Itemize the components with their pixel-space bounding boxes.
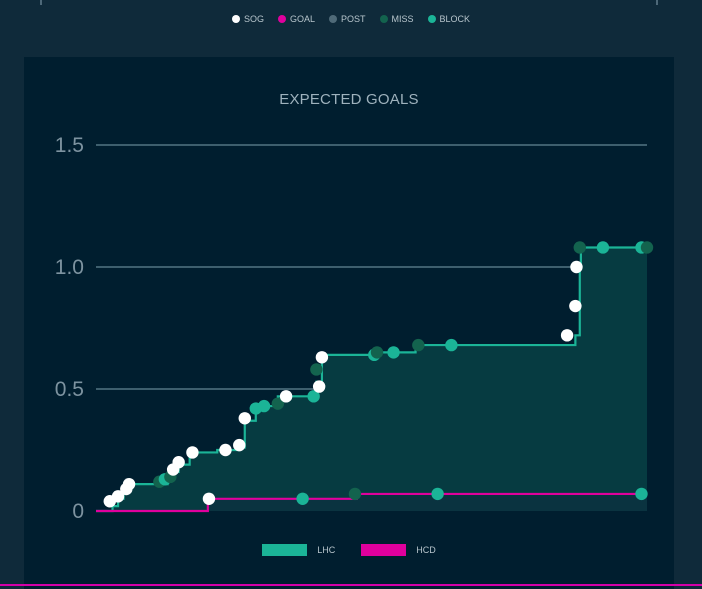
- legend-item-sog: SOG: [231, 14, 264, 24]
- shot-point-lhc-sog-8: [172, 456, 185, 469]
- expected-goals-panel: EXPECTED GOALS 1.5 1.0 0.5 0 LHC HCD: [24, 57, 674, 589]
- shot-point-lhc-miss-18: [310, 363, 323, 376]
- shot-point-lhc-block-23: [387, 346, 400, 359]
- shot-point-lhc-block-17: [307, 390, 320, 403]
- top-divider-right: [656, 0, 658, 5]
- series-area-lhc: [96, 247, 647, 512]
- chart-title: EXPECTED GOALS: [279, 91, 419, 108]
- y-tick-label-0: 1.5: [55, 134, 84, 157]
- area-layer: [96, 247, 647, 512]
- shot-points-layer: [103, 241, 654, 508]
- y-tick-label-2: 0.5: [55, 378, 84, 401]
- shot-point-lhc-block-30: [596, 241, 610, 254]
- shot-point-lhc-miss-22: [370, 346, 384, 359]
- shot-point-lhc-sog-3: [122, 477, 136, 491]
- shot-point-lhc-block-14: [257, 399, 271, 413]
- shot-point-lhc-sog-11: [233, 438, 246, 452]
- shot-point-lhc-miss-24: [412, 338, 425, 352]
- team-legend: LHC HCD: [24, 544, 674, 556]
- goal-dot-icon: [277, 15, 286, 23]
- legend-item-hcd: HCD: [361, 544, 436, 556]
- post-dot-icon: [328, 15, 337, 23]
- lhc-swatch-icon: [262, 544, 308, 556]
- shot-point-lhc-sog-1: [111, 490, 125, 503]
- legend-item-block: BLOCK: [427, 14, 471, 24]
- grid-layer: 1.5 1.0 0.5 0: [55, 134, 647, 523]
- shot-point-lhc-miss-29: [573, 241, 586, 254]
- sog-dot-icon: [231, 15, 240, 23]
- bottom-accent-line: [0, 584, 702, 586]
- shot-point-lhc-sog-27: [569, 299, 582, 313]
- shot-point-hcd-block-3: [431, 487, 444, 501]
- top-divider-left: [40, 0, 42, 5]
- legend-label-lhc: LHC: [317, 545, 336, 555]
- shot-point-lhc-miss-15: [271, 397, 285, 410]
- shot-point-hcd-miss-2: [348, 487, 362, 501]
- legend-label-hcd: HCD: [416, 545, 436, 555]
- legend-item-goal: GOAL: [277, 14, 315, 24]
- legend-item-miss: MISS: [379, 14, 414, 24]
- legend-label-miss: MISS: [391, 14, 414, 24]
- legend-item-post: POST: [328, 14, 366, 24]
- block-dot-icon: [427, 15, 436, 23]
- miss-dot-icon: [379, 15, 388, 23]
- shot-point-lhc-sog-26: [560, 329, 574, 342]
- legend-label-goal: GOAL: [289, 14, 315, 24]
- shot-point-lhc-miss-32: [640, 241, 654, 254]
- shot-point-hcd-sog-0: [202, 492, 216, 505]
- series-area-hcd: [96, 493, 647, 511]
- y-tick-label-3: 0: [72, 500, 84, 523]
- shot-point-lhc-sog-16: [279, 390, 293, 403]
- expected-goals-chart: 1.5 1.0 0.5 0: [55, 134, 654, 523]
- legend-label-block: BLOCK: [439, 14, 471, 24]
- y-tick-label-1: 1.0: [55, 256, 84, 279]
- shot-point-lhc-sog-10: [219, 443, 232, 457]
- legend-label-sog: SOG: [243, 14, 264, 24]
- hcd-swatch-icon: [361, 544, 407, 556]
- shot-point-hcd-block-4: [635, 487, 648, 501]
- legend-label-post: POST: [340, 14, 366, 24]
- shot-type-legend: SOG GOAL POST MISS BLOCK: [0, 14, 702, 24]
- shot-point-hcd-block-1: [296, 492, 309, 505]
- shot-point-lhc-sog-9: [186, 446, 199, 459]
- shot-point-lhc-block-25: [445, 338, 458, 352]
- shot-point-lhc-sog-12: [238, 412, 251, 425]
- shot-point-lhc-sog-19: [312, 380, 326, 393]
- shot-point-lhc-sog-20: [315, 351, 329, 364]
- legend-item-lhc: LHC: [262, 544, 335, 556]
- shot-point-lhc-sog-28: [570, 260, 583, 274]
